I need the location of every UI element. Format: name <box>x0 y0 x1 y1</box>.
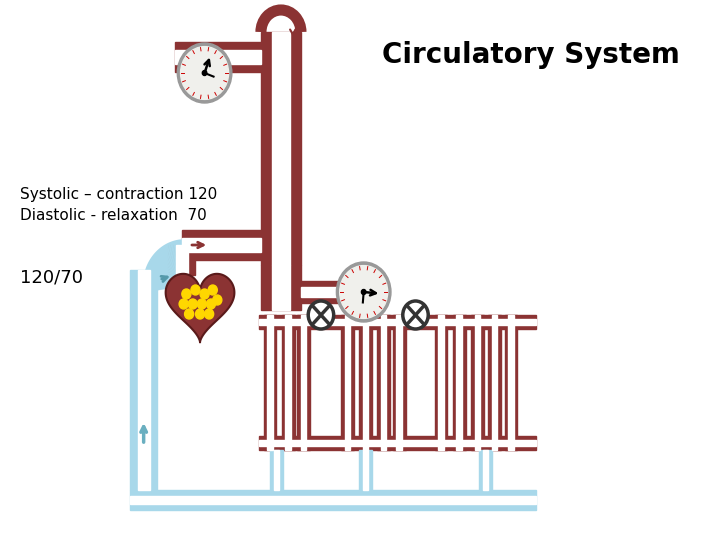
Bar <box>488 315 501 450</box>
Bar <box>474 315 480 450</box>
Bar <box>363 450 369 490</box>
Circle shape <box>212 295 222 305</box>
Bar <box>363 315 369 450</box>
Bar <box>285 315 291 450</box>
Circle shape <box>336 262 391 322</box>
Bar <box>301 315 307 450</box>
Bar <box>508 315 514 450</box>
Bar <box>176 50 261 64</box>
Polygon shape <box>166 274 235 342</box>
Bar <box>435 315 447 450</box>
Bar <box>261 32 301 265</box>
Circle shape <box>181 46 228 99</box>
Circle shape <box>204 309 214 319</box>
Circle shape <box>202 71 207 76</box>
Bar <box>264 315 276 450</box>
Circle shape <box>191 285 200 295</box>
Bar <box>359 450 372 490</box>
Bar <box>182 238 261 252</box>
Bar <box>130 496 536 504</box>
Circle shape <box>200 289 209 299</box>
Circle shape <box>207 299 215 309</box>
Bar <box>438 315 444 450</box>
Bar <box>341 315 354 450</box>
Circle shape <box>197 299 207 309</box>
Circle shape <box>340 266 387 319</box>
Bar <box>176 245 188 275</box>
Text: Circulatory System: Circulatory System <box>382 41 680 69</box>
Circle shape <box>182 289 191 299</box>
Bar <box>272 32 289 265</box>
Bar <box>396 315 402 450</box>
Circle shape <box>179 299 188 309</box>
Bar <box>301 281 338 303</box>
Bar <box>182 230 261 260</box>
Bar <box>274 450 279 490</box>
Bar <box>393 315 405 450</box>
Text: 120/70: 120/70 <box>20 269 83 287</box>
Bar <box>138 270 150 490</box>
Bar <box>270 450 283 490</box>
Circle shape <box>184 309 194 319</box>
Bar <box>130 270 157 490</box>
Bar <box>259 440 536 446</box>
Text: Diastolic - relaxation  70: Diastolic - relaxation 70 <box>20 207 207 222</box>
Bar <box>130 490 536 510</box>
Circle shape <box>208 285 217 295</box>
Bar <box>453 315 466 450</box>
Circle shape <box>177 43 232 103</box>
Bar <box>282 315 294 450</box>
Bar <box>168 245 195 275</box>
Bar <box>505 315 518 450</box>
Text: Systolic – contraction 120: Systolic – contraction 120 <box>20 187 217 202</box>
Bar <box>297 315 310 450</box>
Circle shape <box>361 289 366 294</box>
Bar <box>259 436 536 450</box>
Bar <box>482 450 488 490</box>
Circle shape <box>188 299 197 309</box>
Bar <box>272 265 289 310</box>
Bar <box>301 287 338 297</box>
Bar <box>267 315 273 450</box>
Circle shape <box>402 301 428 329</box>
Bar <box>471 315 484 450</box>
Bar <box>344 315 350 450</box>
Bar <box>259 315 536 329</box>
Bar <box>259 319 536 325</box>
Circle shape <box>195 309 204 319</box>
Bar <box>479 450 492 490</box>
Bar <box>456 315 462 450</box>
Circle shape <box>308 301 333 329</box>
Bar <box>377 315 390 450</box>
Bar <box>359 315 372 450</box>
Bar <box>176 42 261 72</box>
Bar <box>261 265 301 310</box>
Bar <box>492 315 498 450</box>
Bar <box>381 315 387 450</box>
